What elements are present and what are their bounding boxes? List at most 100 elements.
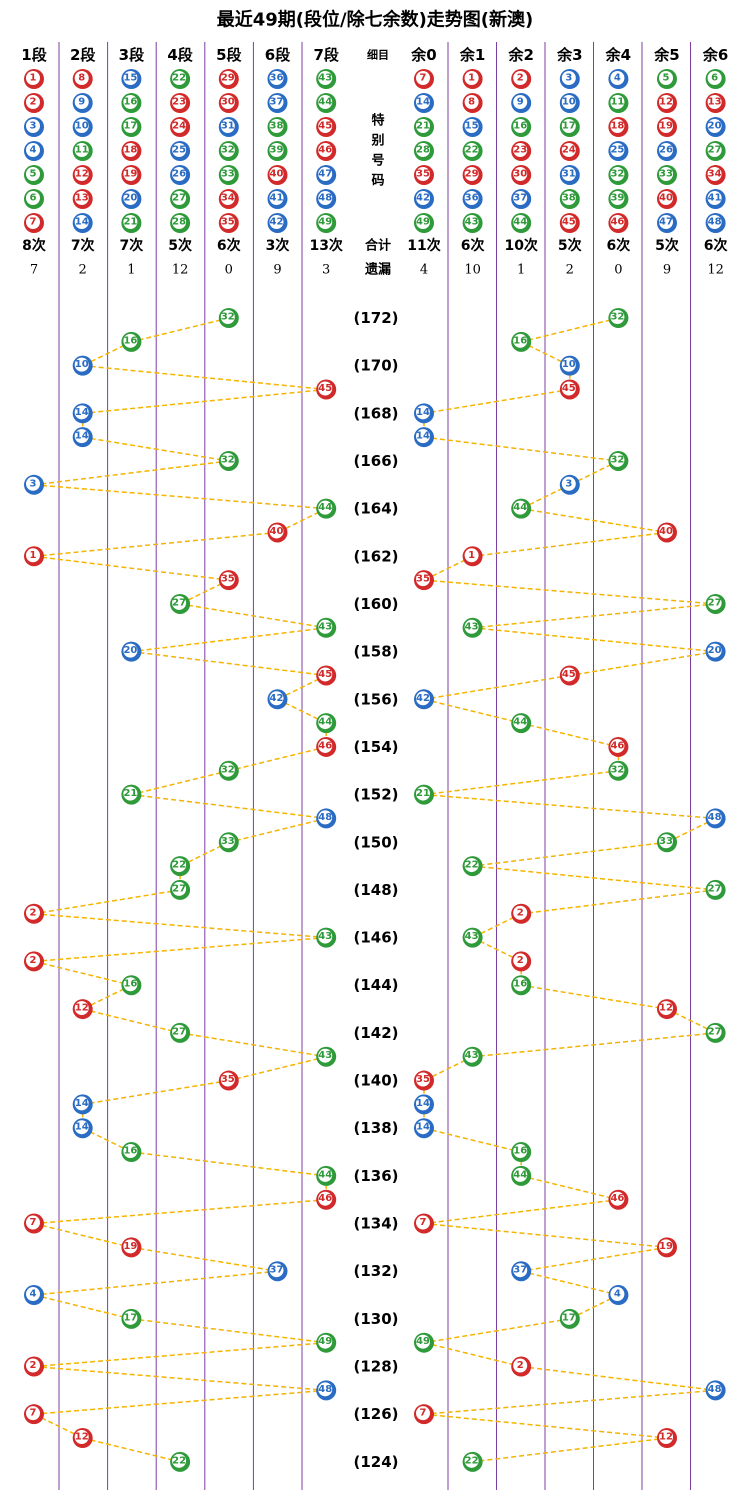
ball-inner bbox=[610, 71, 625, 85]
column-header: 余1 bbox=[459, 46, 485, 64]
ball-number: 1 bbox=[468, 550, 475, 561]
ball-number: 27 bbox=[708, 145, 722, 156]
ball-number: 19 bbox=[659, 1241, 673, 1252]
ball-inner bbox=[318, 1334, 333, 1349]
ball-number: 7 bbox=[420, 1217, 427, 1228]
ball-number: 14 bbox=[75, 217, 89, 228]
ball-inner bbox=[123, 119, 138, 133]
period-label: (124) bbox=[353, 1453, 398, 1471]
ball-number: 17 bbox=[123, 121, 137, 132]
ball-inner bbox=[220, 143, 235, 157]
ball-inner bbox=[561, 143, 576, 157]
ball-inner bbox=[220, 95, 235, 109]
ball-number: 22 bbox=[172, 1455, 186, 1466]
ball-number: 13 bbox=[708, 97, 722, 108]
ball-inner bbox=[26, 476, 40, 491]
ball-number: 9 bbox=[78, 97, 85, 108]
trend-line bbox=[423, 1127, 522, 1153]
ball-number: 33 bbox=[659, 169, 673, 180]
ball-inner bbox=[26, 548, 40, 563]
ball-number: 16 bbox=[513, 1146, 527, 1157]
ball-number: 42 bbox=[416, 193, 430, 204]
ball-inner bbox=[464, 548, 479, 563]
trend-line bbox=[423, 674, 570, 701]
ball-number: 7 bbox=[30, 1408, 37, 1419]
ball-inner bbox=[123, 786, 138, 801]
ball-inner bbox=[318, 929, 333, 944]
trend-line bbox=[179, 1032, 327, 1058]
ball-inner bbox=[74, 119, 89, 133]
ball-inner bbox=[707, 167, 722, 181]
trend-line bbox=[228, 746, 327, 772]
ball-inner bbox=[513, 953, 528, 968]
ball-inner bbox=[659, 119, 673, 133]
ball-number: 44 bbox=[318, 502, 332, 513]
ball-number: 32 bbox=[221, 764, 235, 775]
ball-inner bbox=[318, 167, 333, 181]
ball-inner bbox=[26, 191, 40, 205]
ball-number: 14 bbox=[416, 1098, 430, 1109]
ball-inner bbox=[74, 215, 89, 229]
ball-number: 40 bbox=[270, 169, 284, 180]
ball-number: 46 bbox=[318, 740, 332, 751]
hit-count: 6次 bbox=[704, 237, 728, 254]
ball-number: 22 bbox=[465, 860, 479, 871]
miss-count: 1 bbox=[127, 263, 135, 278]
ball-inner bbox=[659, 1239, 673, 1254]
ball-number: 48 bbox=[318, 812, 332, 823]
ball-number: 2 bbox=[517, 1360, 524, 1371]
ball-inner bbox=[707, 810, 722, 825]
ball-inner bbox=[269, 95, 284, 109]
ball-inner bbox=[220, 762, 235, 777]
ball-number: 19 bbox=[123, 169, 137, 180]
ball-number: 35 bbox=[221, 574, 235, 585]
ball-number: 35 bbox=[416, 574, 430, 585]
period-label: (146) bbox=[353, 929, 398, 947]
ball-inner bbox=[416, 215, 430, 229]
ball-number: 41 bbox=[270, 193, 284, 204]
trend-line bbox=[521, 1365, 716, 1392]
ball-inner bbox=[123, 1144, 138, 1159]
ball-inner bbox=[610, 119, 625, 133]
ball-inner bbox=[26, 1358, 40, 1373]
ball-number: 43 bbox=[318, 931, 332, 942]
ball-inner bbox=[561, 167, 576, 181]
ball-inner bbox=[610, 738, 625, 753]
ball-number: 11 bbox=[75, 145, 89, 156]
ball-inner bbox=[172, 95, 187, 109]
ball-inner bbox=[318, 667, 333, 682]
ball-inner bbox=[416, 191, 430, 205]
ball-inner bbox=[610, 452, 625, 467]
ball-inner bbox=[318, 95, 333, 109]
trend-line bbox=[423, 579, 716, 605]
trend-line bbox=[131, 793, 327, 820]
hit-count: 10次 bbox=[504, 237, 537, 254]
ball-number: 48 bbox=[708, 812, 722, 823]
ball-inner bbox=[220, 215, 235, 229]
ball-number: 25 bbox=[172, 145, 186, 156]
ball-inner bbox=[707, 1382, 722, 1397]
ball-number: 20 bbox=[123, 193, 137, 204]
ball-number: 8 bbox=[468, 97, 475, 108]
ball-number: 27 bbox=[172, 193, 186, 204]
ball-number: 37 bbox=[270, 97, 284, 108]
trend-line bbox=[472, 841, 668, 867]
ball-inner bbox=[416, 71, 430, 85]
trend-line bbox=[33, 484, 327, 510]
trend-line bbox=[521, 1246, 668, 1272]
title: 最近49期(段位/除七余数)走势图(新澳) bbox=[217, 9, 534, 31]
trend-line bbox=[33, 1341, 327, 1368]
ball-number: 49 bbox=[416, 1336, 430, 1347]
ball-number: 14 bbox=[416, 97, 430, 108]
ball-number: 29 bbox=[221, 73, 235, 84]
ball-inner bbox=[707, 643, 722, 658]
ball-inner bbox=[74, 1430, 89, 1445]
hit-count: 7次 bbox=[71, 237, 95, 254]
miss-count: 4 bbox=[420, 263, 428, 278]
ball-inner bbox=[74, 143, 89, 157]
ball-number: 16 bbox=[123, 979, 137, 990]
period-label: (148) bbox=[353, 881, 398, 899]
ball-number: 30 bbox=[513, 169, 527, 180]
miss-count: 2 bbox=[566, 263, 574, 278]
ball-number: 39 bbox=[270, 145, 284, 156]
